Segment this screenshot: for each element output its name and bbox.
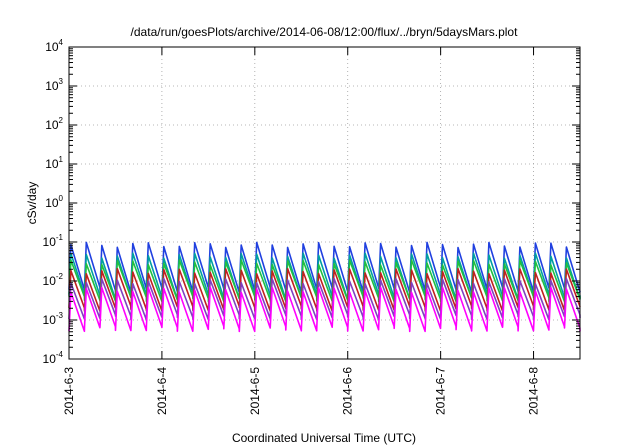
y-tick-label: 103 [45, 77, 63, 93]
series-line [68, 259, 581, 303]
series-group [68, 241, 581, 333]
y-tick-label: 10-4 [43, 350, 64, 366]
x-tick-label: 2014-6-4 [155, 367, 169, 415]
x-tick-label: 2014-6-5 [248, 367, 262, 415]
series-line [68, 277, 581, 321]
chart-title: /data/run/goesPlots/archive/2014-06-08/1… [131, 25, 519, 39]
series-line [68, 241, 581, 294]
x-axis-label: Coordinated Universal Time (UTC) [232, 431, 416, 445]
x-tick-label: 2014-6-7 [434, 367, 448, 415]
series-line [68, 267, 581, 312]
y-axis: 10-4 10-3 10-2 10-1 100 101 102 103 104 [43, 38, 580, 366]
y-tick-label: 10-2 [43, 272, 64, 288]
y-axis-label: cSv/day [25, 182, 39, 225]
y-tick-label: 10-3 [43, 311, 64, 327]
x-tick-label: 2014-6-6 [341, 367, 355, 415]
x-tick-label: 2014-6-3 [62, 367, 76, 415]
y-tick-label: 100 [45, 194, 63, 210]
series-line [68, 286, 581, 333]
y-tick-label: 104 [45, 38, 63, 54]
y-tick-label: 102 [45, 116, 63, 132]
y-tick-label: 101 [45, 155, 63, 171]
x-tick-label: 2014-6-8 [527, 367, 541, 415]
y-tick-label: 10-1 [43, 233, 64, 249]
x-axis: 2014-6-3 2014-6-4 2014-6-5 2014-6-6 2014-6-7… [62, 47, 541, 415]
series-line [68, 252, 581, 301]
